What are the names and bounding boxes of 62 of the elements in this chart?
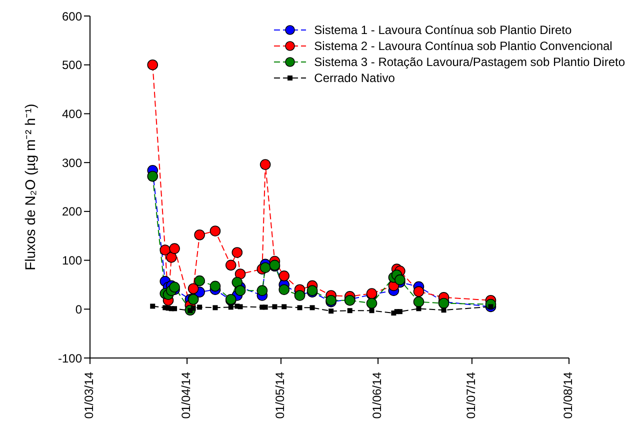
y-tick-label: 0	[75, 302, 82, 316]
point	[147, 170, 158, 182]
point	[413, 286, 424, 297]
legend-label: Sistema 1 - Lavoura Contínua sob Plantio Direto	[314, 22, 572, 38]
point	[228, 304, 234, 310]
point	[234, 268, 246, 280]
point	[166, 252, 177, 263]
point	[234, 285, 246, 296]
y-tick-label: 100	[62, 254, 82, 268]
legend-label: Sistema 2 - Lavoura Contínua sob Plantio Convencional	[314, 38, 612, 54]
point	[194, 229, 205, 240]
x-tick-label: 01/06/14	[370, 372, 384, 419]
x-tick-label: 01/08/14	[561, 372, 576, 419]
point	[366, 298, 378, 309]
point	[278, 270, 290, 282]
x-tick-label: 01/07/14	[464, 372, 478, 419]
point	[262, 304, 268, 310]
point	[194, 275, 205, 286]
point	[416, 306, 422, 312]
point	[160, 244, 171, 256]
point	[328, 308, 334, 314]
point	[169, 282, 180, 293]
y-tick-label: 200	[62, 204, 82, 219]
point	[397, 309, 402, 314]
point	[232, 247, 243, 258]
point	[169, 243, 180, 254]
point	[188, 283, 199, 294]
point	[297, 305, 302, 310]
point	[210, 226, 221, 236]
point	[282, 304, 287, 310]
point	[310, 305, 315, 310]
y-tick-label: 500	[62, 58, 82, 72]
point	[190, 306, 196, 311]
point	[147, 59, 158, 70]
point	[347, 308, 352, 314]
point	[260, 159, 271, 170]
point	[260, 262, 271, 274]
legend-label: Cerrado Nativo	[314, 70, 395, 86]
x-tick-label: 01/03/14	[82, 372, 96, 419]
point	[197, 304, 202, 310]
y-axis-title: Fluxos de N₂O (µg m⁻² h⁻¹)	[22, 104, 38, 270]
y-tick-label: 600	[62, 9, 82, 24]
point	[212, 305, 218, 310]
point	[172, 306, 178, 312]
point	[441, 308, 446, 313]
y-tick-label: 400	[62, 106, 82, 121]
point	[394, 274, 406, 286]
legend-label: Sistema 3 - Rotação Lavoura/Pastagem sob Plantio Direto	[314, 54, 625, 70]
y-tick-label: 300	[62, 156, 82, 170]
point	[413, 296, 424, 308]
point	[238, 304, 243, 310]
point	[232, 276, 243, 288]
x-tick-label: 01/04/14	[179, 372, 194, 419]
point	[278, 284, 290, 295]
point	[369, 308, 374, 314]
point	[256, 285, 268, 296]
x-tick-label: 01/05/14	[273, 372, 288, 419]
point	[272, 304, 278, 310]
y-tick-label: -100	[58, 351, 82, 366]
point	[210, 280, 221, 292]
point	[225, 260, 236, 271]
point	[150, 304, 156, 309]
